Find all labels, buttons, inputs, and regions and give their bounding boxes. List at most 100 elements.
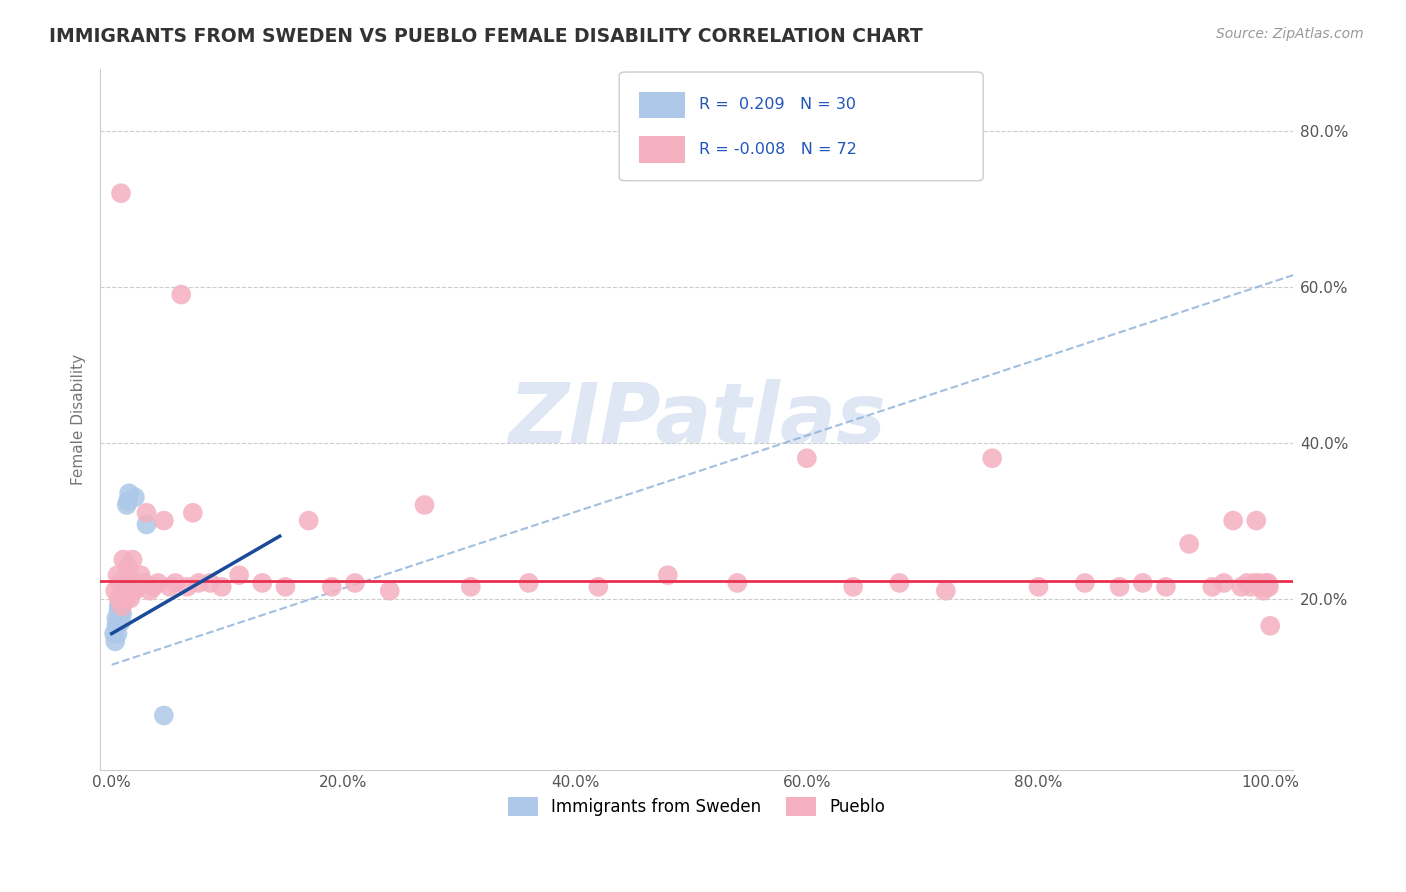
Point [118,486,141,500]
Point [114,583,136,598]
Point [112,595,135,609]
Point [1258,580,1281,594]
Point [1074,576,1097,591]
Point [153,514,176,528]
Point [935,583,957,598]
Point [117,560,139,574]
Point [343,576,366,591]
Point [796,451,818,466]
Point [115,591,138,606]
Point [112,552,135,566]
Point [134,576,156,591]
Point [146,576,169,591]
Point [110,603,132,617]
Point [120,591,142,606]
Point [1212,576,1234,591]
Point [107,568,129,582]
Point [103,626,125,640]
Point [107,599,129,614]
Point [107,626,129,640]
Point [1251,583,1274,598]
Text: R =  0.209   N = 30: R = 0.209 N = 30 [699,97,856,112]
Point [117,494,139,508]
Point [107,615,129,629]
Point [104,634,127,648]
Point [378,583,401,598]
Point [1236,576,1258,591]
Point [1243,576,1265,591]
Point [127,580,149,594]
Point [110,186,132,201]
Point [181,506,204,520]
Point [114,583,136,598]
Point [413,498,436,512]
Point [142,580,165,594]
Point [104,583,127,598]
Text: R = -0.008   N = 72: R = -0.008 N = 72 [699,142,858,157]
Point [228,568,250,582]
Point [112,588,135,602]
Point [1250,580,1272,594]
Point [135,506,157,520]
Point [153,708,176,723]
Point [111,591,134,606]
Point [170,287,193,301]
Point [107,591,129,606]
Point [114,576,136,591]
Point [725,576,748,591]
Point [1239,580,1261,594]
Point [1247,576,1270,591]
FancyBboxPatch shape [619,72,983,181]
Point [1201,580,1223,594]
Y-axis label: Female Disability: Female Disability [72,354,86,485]
Point [1254,576,1277,591]
Point [460,580,482,594]
Point [252,576,274,591]
Point [1222,514,1244,528]
Point [110,615,132,629]
Point [111,595,134,609]
Point [517,576,540,591]
Point [176,580,198,594]
Point [107,603,129,617]
Point [115,498,138,512]
Point [112,580,135,594]
Point [298,514,321,528]
Point [114,576,136,591]
Point [1246,514,1268,528]
Text: IMMIGRANTS FROM SWEDEN VS PUEBLO FEMALE DISABILITY CORRELATION CHART: IMMIGRANTS FROM SWEDEN VS PUEBLO FEMALE … [49,27,922,45]
Text: Source: ZipAtlas.com: Source: ZipAtlas.com [1216,27,1364,41]
Point [1154,580,1177,594]
Point [111,599,134,614]
Point [135,517,157,532]
Point [274,580,297,594]
Point [111,607,134,621]
Point [889,576,911,591]
Point [129,568,152,582]
Point [1108,580,1130,594]
Point [1028,580,1050,594]
Point [124,490,146,504]
Point [321,580,343,594]
Point [124,583,146,598]
Point [1258,619,1281,633]
Point [1230,580,1253,594]
Point [1257,576,1279,591]
Point [120,576,142,591]
Text: ZIPatlas: ZIPatlas [508,379,886,459]
Bar [640,136,685,162]
Point [114,572,136,586]
Point [187,576,209,591]
Point [118,568,141,582]
Point [105,619,128,633]
Point [842,580,865,594]
Point [110,595,132,609]
Point [211,580,233,594]
Point [198,576,221,591]
Point [139,583,162,598]
Bar [640,92,685,119]
Point [1256,580,1278,594]
Point [165,576,187,591]
Point [121,552,143,566]
Point [588,580,610,594]
